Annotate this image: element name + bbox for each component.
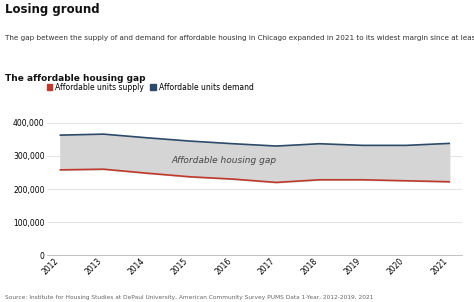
Text: Source: Institute for Housing Studies at DePaul University, American Community S: Source: Institute for Housing Studies at… — [5, 295, 373, 300]
Text: The gap between the supply of and demand for affordable housing in Chicago expan: The gap between the supply of and demand… — [5, 35, 474, 41]
Text: The affordable housing gap: The affordable housing gap — [5, 74, 145, 83]
Legend: Affordable units supply, Affordable units demand: Affordable units supply, Affordable unit… — [47, 82, 254, 92]
Text: Losing ground: Losing ground — [5, 3, 100, 16]
Text: Affordable housing gap: Affordable housing gap — [172, 156, 277, 165]
